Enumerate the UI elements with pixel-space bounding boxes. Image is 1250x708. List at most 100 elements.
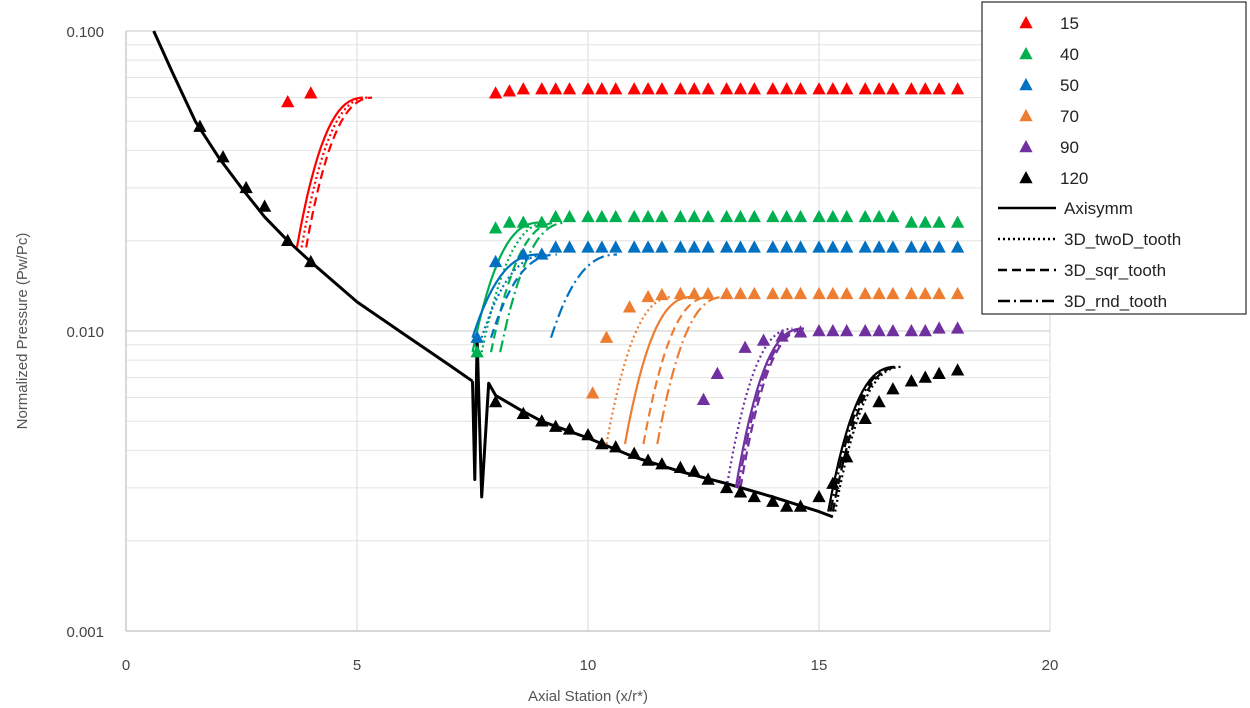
marker-90 [886, 324, 900, 337]
marker-70 [673, 286, 688, 300]
marker-90 [710, 366, 725, 380]
marker-120 [872, 394, 886, 408]
marker-70 [812, 286, 826, 300]
curve-15-dashed [305, 96, 373, 248]
marker-90 [918, 324, 932, 337]
marker-40 [627, 209, 641, 223]
marker-40 [488, 221, 503, 234]
marker-40 [826, 209, 840, 223]
marker-70 [766, 286, 780, 300]
marker-15 [950, 82, 965, 95]
marker-50 [627, 240, 641, 253]
curve-40-dashdot [499, 221, 567, 353]
marker-50 [516, 247, 530, 260]
marker-15 [581, 82, 595, 95]
marker-50 [747, 240, 761, 253]
marker-50 [535, 247, 549, 260]
marker-120 [918, 370, 932, 383]
expansion-curve [152, 30, 474, 383]
y-axis-label: Normalized Pressure (Pw/Pc) [14, 233, 31, 430]
x-tick-10: 10 [580, 657, 597, 674]
marker-50 [719, 240, 734, 253]
marker-15 [793, 82, 808, 95]
marker-70 [793, 286, 808, 300]
measured-markers [193, 82, 965, 512]
marker-50 [826, 240, 840, 253]
marker-120 [673, 460, 688, 474]
marker-120 [627, 446, 641, 459]
marker-70 [886, 286, 900, 300]
marker-40 [858, 209, 872, 223]
curve-15-solid [295, 96, 363, 248]
marker-90 [775, 329, 789, 342]
marker-120 [793, 499, 808, 512]
marker-15 [673, 82, 688, 95]
legend-label-sqr: 3D_sqr_tooth [1064, 261, 1166, 280]
marker-120 [304, 254, 318, 268]
legend-label-50: 50 [1060, 76, 1079, 95]
marker-120 [655, 457, 669, 470]
marker-50 [595, 240, 609, 253]
marker-120 [826, 476, 840, 489]
marker-40 [581, 209, 595, 223]
axes: 0 5 10 15 20 0.001 0.010 0.100 Axial Sta… [14, 24, 1058, 705]
marker-15 [655, 82, 669, 95]
marker-40 [562, 209, 577, 223]
marker-120 [216, 150, 230, 163]
legend: 15 40 50 70 90 120 Axisymm 3D_twoD_tooth… [981, 1, 1247, 315]
legend-label-70: 70 [1060, 107, 1079, 126]
marker-120 [641, 453, 655, 466]
marker-50 [932, 240, 946, 253]
marker-70 [701, 286, 715, 300]
marker-15 [562, 82, 577, 95]
marker-15 [780, 82, 794, 95]
marker-90 [812, 324, 826, 337]
x-tick-5: 5 [353, 657, 361, 674]
curve-120-dashed [831, 365, 899, 512]
marker-15 [886, 82, 900, 95]
marker-15 [627, 82, 641, 95]
marker-15 [840, 82, 854, 95]
curve-15-dotted [300, 96, 368, 248]
marker-15 [872, 82, 886, 95]
marker-90 [826, 324, 840, 337]
y-tick-0.010: 0.010 [66, 324, 104, 341]
marker-120 [687, 464, 701, 477]
curve-40-solid [471, 221, 539, 353]
curve-50-dotted [480, 253, 548, 339]
legend-marker-40 [1019, 47, 1033, 60]
marker-50 [655, 240, 669, 253]
legend-marker-50 [1019, 78, 1033, 91]
marker-120 [516, 406, 530, 419]
marker-40 [904, 215, 919, 228]
grid [125, 30, 1051, 632]
marker-50 [780, 240, 794, 253]
marker-120 [747, 489, 761, 503]
curve-50-dashdot [549, 253, 617, 339]
marker-50 [609, 240, 623, 253]
marker-70 [747, 286, 761, 300]
legend-label-twod: 3D_twoD_tooth [1064, 230, 1181, 249]
marker-40 [918, 215, 932, 228]
model-curves [152, 30, 902, 519]
marker-50 [562, 240, 577, 253]
marker-120 [549, 419, 563, 432]
curve-90-dashdot [737, 327, 805, 489]
legend-marker-15 [1019, 16, 1033, 29]
marker-15 [766, 82, 780, 95]
x-axis-label: Axial Station (x/r*) [528, 688, 648, 705]
marker-15 [858, 82, 872, 95]
marker-70 [780, 286, 794, 300]
marker-40 [747, 209, 761, 223]
marker-15 [595, 82, 609, 95]
y-tick-0.100: 0.100 [66, 24, 104, 41]
curve-120-dashdot [829, 365, 897, 512]
marker-90 [932, 321, 946, 334]
marker-15 [812, 82, 826, 95]
marker-90 [756, 333, 771, 346]
curve-90-dotted [725, 327, 793, 489]
marker-15 [918, 82, 932, 95]
marker-70 [641, 289, 655, 303]
marker-90 [696, 392, 711, 405]
marker-50 [904, 240, 919, 253]
